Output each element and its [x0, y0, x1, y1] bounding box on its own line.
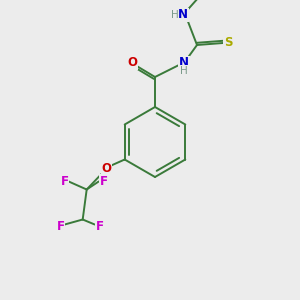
- Text: F: F: [96, 220, 104, 233]
- Text: H: H: [171, 10, 179, 20]
- Text: N: N: [179, 56, 189, 70]
- Text: S: S: [224, 37, 232, 50]
- Text: N: N: [178, 8, 188, 22]
- Text: O: O: [102, 162, 112, 175]
- Text: F: F: [61, 175, 69, 188]
- Text: F: F: [100, 175, 108, 188]
- Text: F: F: [57, 220, 65, 233]
- Text: O: O: [127, 56, 137, 70]
- Text: H: H: [180, 66, 188, 76]
